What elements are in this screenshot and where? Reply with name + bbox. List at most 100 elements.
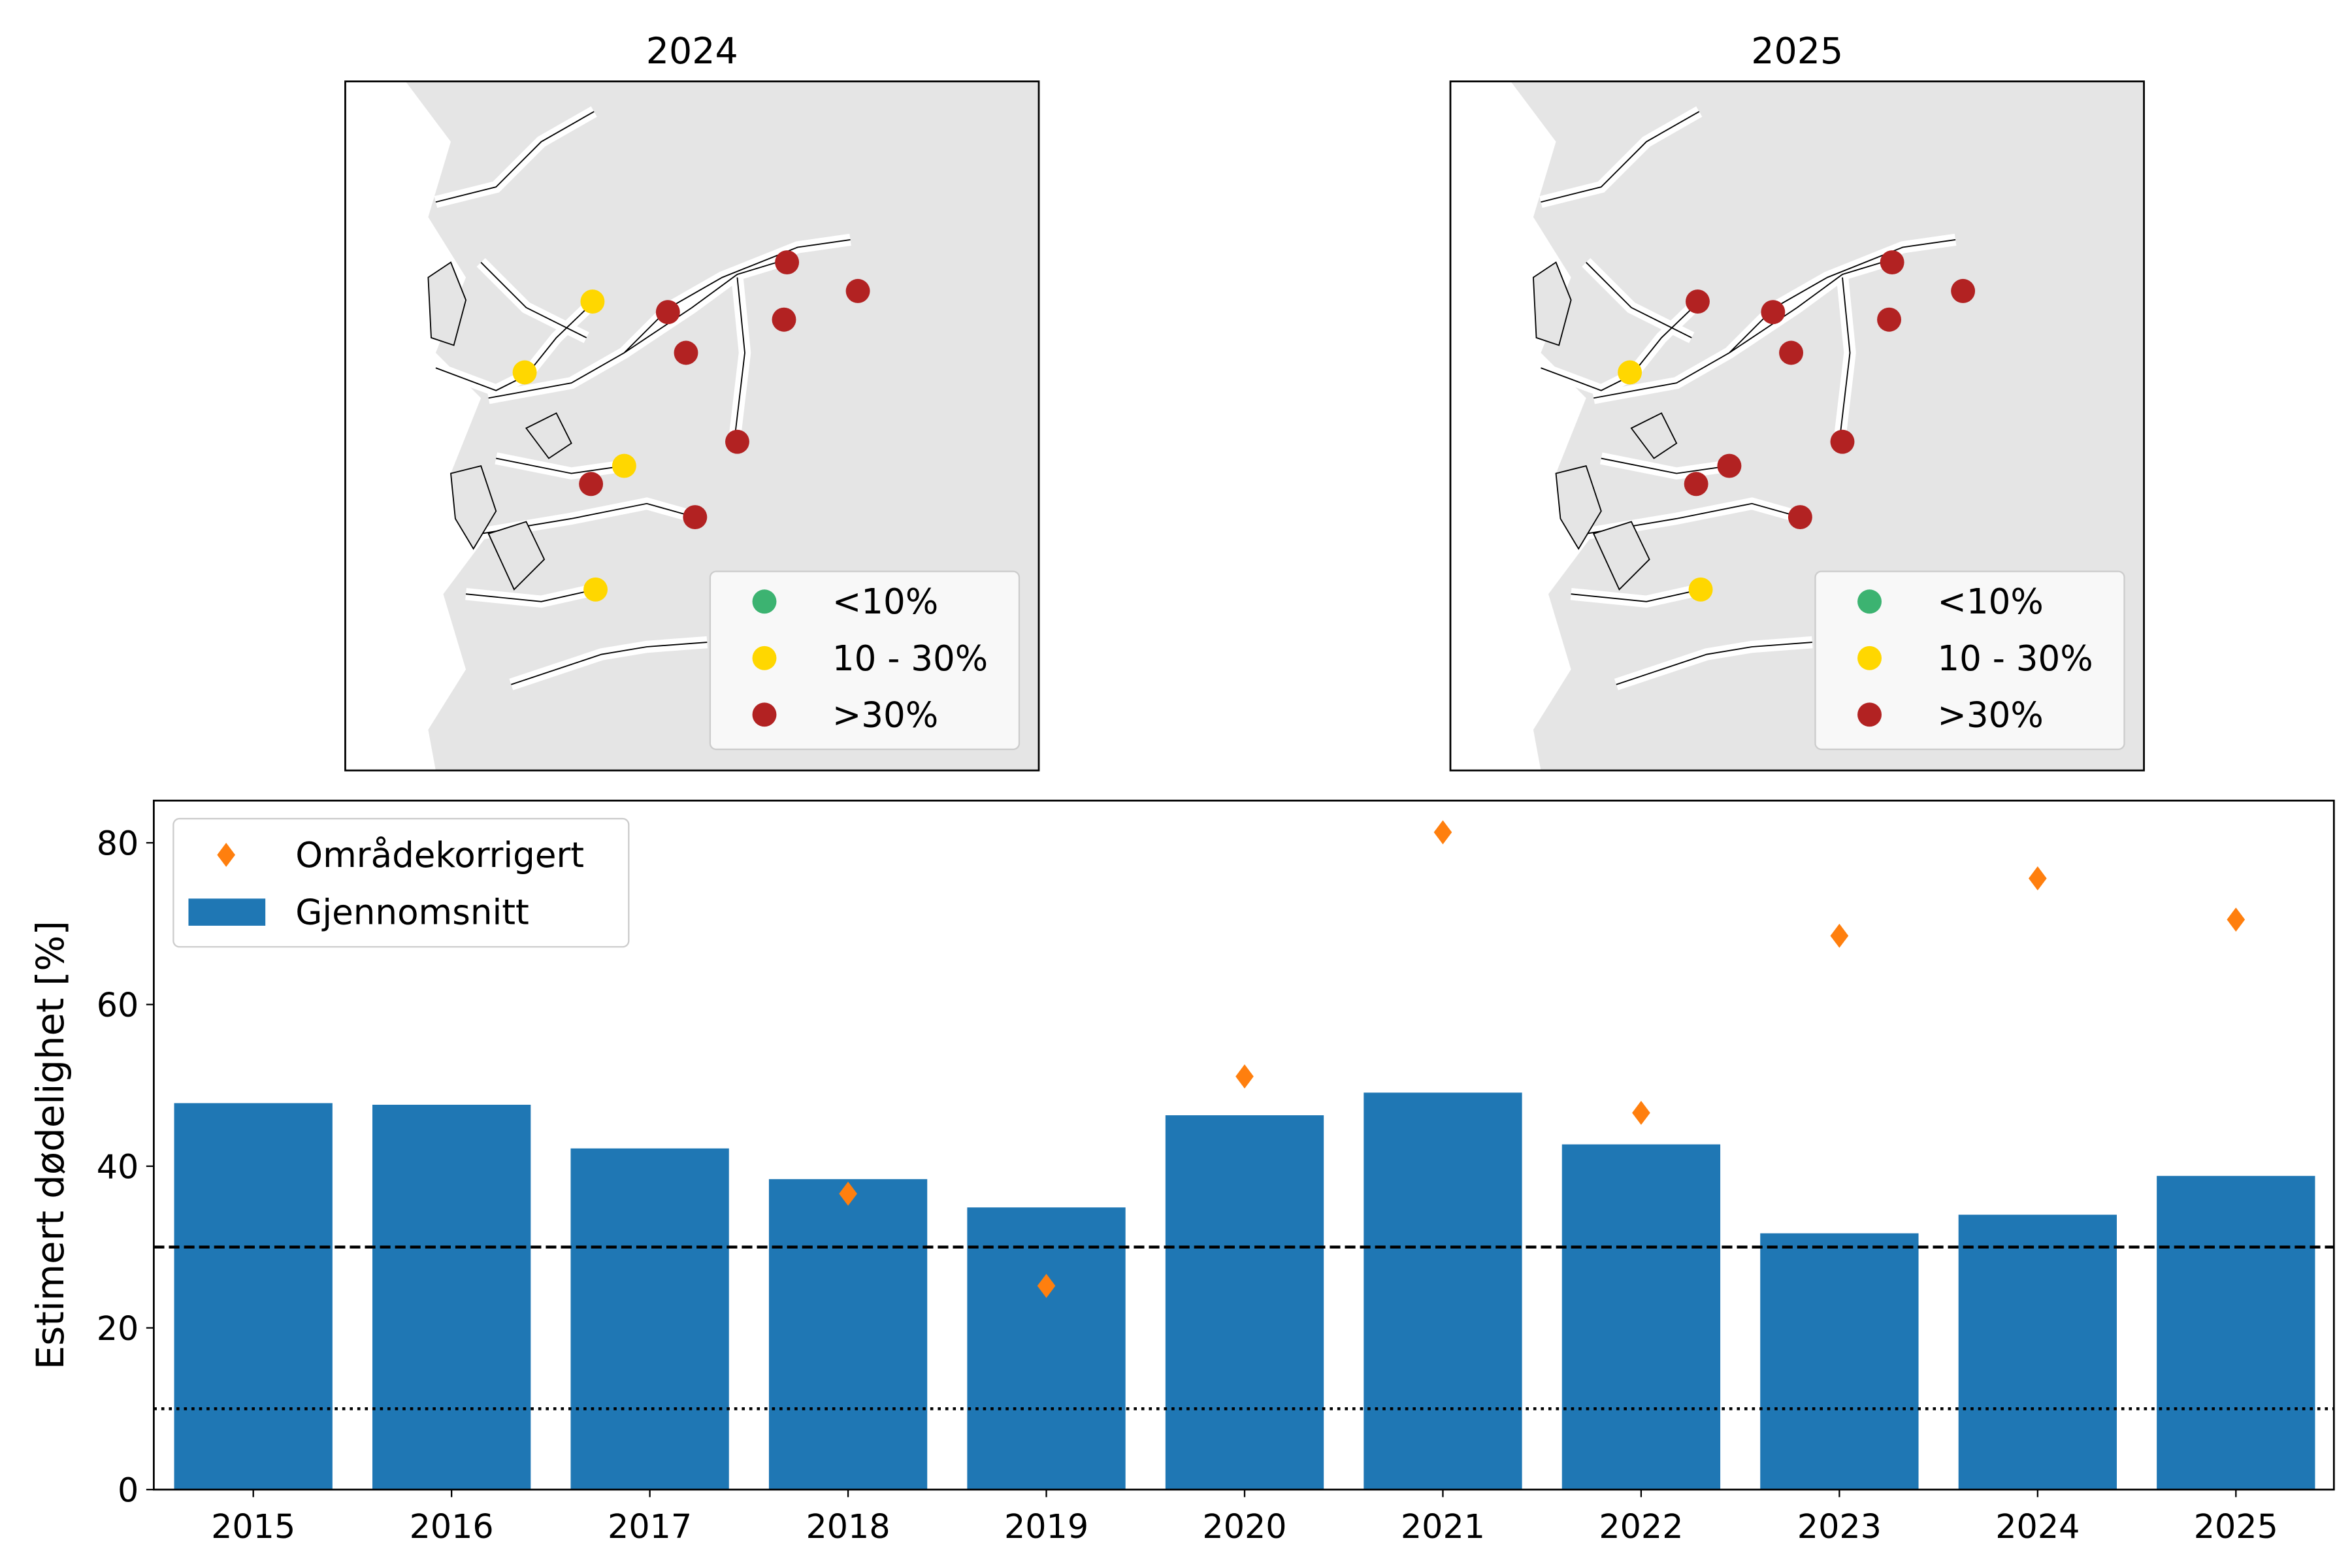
fjord-outline bbox=[733, 277, 745, 442]
island bbox=[1592, 521, 1650, 591]
fjord-outline bbox=[496, 457, 625, 474]
site-marker-high bbox=[655, 300, 680, 325]
site-marker-mid bbox=[580, 289, 605, 314]
legend-label: 10 - 30% bbox=[1937, 638, 2093, 679]
site-marker-mid bbox=[612, 453, 636, 478]
bar-2021 bbox=[1364, 1092, 1522, 1490]
site-marker-high bbox=[772, 307, 796, 332]
x-tick-label: 2020 bbox=[1202, 1507, 1286, 1546]
site-marker-mid bbox=[512, 360, 537, 385]
legend-label: >30% bbox=[1937, 694, 2043, 735]
point-2024 bbox=[2029, 866, 2047, 890]
x-tick-label: 2017 bbox=[608, 1507, 692, 1546]
site-marker-high bbox=[725, 429, 749, 454]
x-tick-label: 2025 bbox=[2194, 1507, 2278, 1546]
legend-marker-mid bbox=[752, 645, 777, 670]
bar-2022 bbox=[1561, 1144, 1721, 1490]
open-sea bbox=[345, 81, 489, 771]
bar-2024 bbox=[1958, 1215, 2117, 1490]
island bbox=[1555, 465, 1602, 550]
legend-box bbox=[1814, 570, 2125, 751]
y-tick-label: 40 bbox=[97, 1147, 139, 1186]
legend-label: <10% bbox=[832, 581, 938, 622]
island bbox=[427, 261, 467, 346]
bar-2025 bbox=[2157, 1175, 2315, 1490]
x-tick-label: 2018 bbox=[806, 1507, 890, 1546]
bar-2016 bbox=[372, 1104, 531, 1490]
island bbox=[1630, 412, 1678, 459]
legend-box bbox=[709, 570, 1021, 751]
fjord-outline bbox=[1586, 261, 1692, 338]
bar-2023 bbox=[1760, 1233, 1919, 1490]
bar-2017 bbox=[570, 1148, 729, 1490]
site-marker-high bbox=[674, 340, 698, 365]
point-2022 bbox=[1632, 1100, 1650, 1125]
bar-2018 bbox=[768, 1179, 928, 1490]
fjord-outline bbox=[1838, 277, 1851, 442]
x-tick-label: 2021 bbox=[1401, 1507, 1485, 1546]
legend-label: Gjennomsnitt bbox=[295, 892, 529, 933]
island bbox=[487, 521, 546, 591]
fjord-outline bbox=[480, 261, 587, 338]
island bbox=[525, 412, 572, 459]
site-marker-mid bbox=[583, 577, 608, 602]
bar-chart: 2015 2016 2017 2018 2019 2020 2021 2022 2023 2024… bbox=[28, 800, 2335, 1546]
site-marker-high bbox=[1761, 300, 1786, 325]
fjord-outline bbox=[1729, 259, 1893, 353]
open-sea bbox=[1450, 81, 1594, 771]
fjord-outline bbox=[623, 259, 787, 353]
site-marker-high bbox=[1788, 505, 1812, 529]
x-tick-label: 2015 bbox=[211, 1507, 295, 1546]
y-tick-label: 80 bbox=[97, 824, 139, 862]
legend-marker-low bbox=[1857, 589, 1882, 614]
legend-marker-low bbox=[752, 589, 777, 614]
legend-box bbox=[172, 817, 630, 948]
fjord-outline bbox=[1571, 589, 1701, 602]
legend-label: Områdekorrigert bbox=[295, 835, 584, 875]
map-2024: 2024 <10% 10 - 30% >30% bbox=[344, 31, 1040, 772]
bar-2020 bbox=[1165, 1115, 1324, 1490]
site-marker-mid bbox=[1688, 577, 1713, 602]
map-frame bbox=[1449, 80, 2145, 772]
x-tick-label: 2019 bbox=[1004, 1507, 1088, 1546]
map-legend: <10% 10 - 30% >30% bbox=[1814, 570, 2125, 751]
site-marker-high bbox=[775, 250, 800, 274]
point-2018 bbox=[839, 1181, 857, 1206]
x-tick-label: 2016 bbox=[410, 1507, 494, 1546]
point-2021 bbox=[1433, 820, 1452, 845]
x-tick-label: 2022 bbox=[1599, 1507, 1683, 1546]
point-2023 bbox=[1830, 923, 1849, 948]
site-marker-high bbox=[1951, 278, 1976, 303]
site-marker-high bbox=[1830, 429, 1855, 454]
legend-label: 10 - 30% bbox=[832, 638, 988, 679]
point-2025 bbox=[2227, 907, 2246, 932]
legend-marker-mid bbox=[1857, 645, 1882, 670]
site-marker-high bbox=[845, 278, 870, 303]
fjord-outline bbox=[465, 589, 596, 602]
point-2020 bbox=[1235, 1064, 1254, 1089]
y-tick-label: 60 bbox=[97, 986, 139, 1024]
maps: 2024 <10% 10 - 30% >30% 2025 <10% 10 - 30% >30% bbox=[344, 31, 2145, 772]
island bbox=[1532, 261, 1572, 346]
fjord-outline bbox=[1541, 110, 1700, 203]
map-2025: 2025 <10% 10 - 30% >30% bbox=[1449, 31, 2145, 772]
x-tick-label: 2023 bbox=[1797, 1507, 1882, 1546]
bar-2015 bbox=[174, 1103, 333, 1490]
site-marker-high bbox=[1877, 307, 1901, 332]
legend-marker-high bbox=[1857, 702, 1882, 727]
legend-marker-bar bbox=[188, 898, 266, 926]
map-title: 2024 bbox=[646, 31, 738, 73]
site-marker-high bbox=[579, 472, 604, 497]
site-marker-high bbox=[1717, 453, 1742, 478]
chart-legend: Områdekorrigert Gjennomsnitt bbox=[172, 817, 630, 948]
y-axis-label: Estimert dødelighet [%] bbox=[28, 921, 73, 1369]
site-marker-high bbox=[683, 505, 708, 529]
map-title: 2025 bbox=[1751, 31, 1843, 73]
island bbox=[450, 465, 497, 550]
site-marker-high bbox=[1880, 250, 1904, 274]
fjord-outline bbox=[435, 110, 595, 203]
fjord-outline bbox=[1601, 457, 1730, 474]
y-tick-label: 0 bbox=[118, 1471, 139, 1509]
fjord-outline bbox=[1616, 642, 1812, 685]
